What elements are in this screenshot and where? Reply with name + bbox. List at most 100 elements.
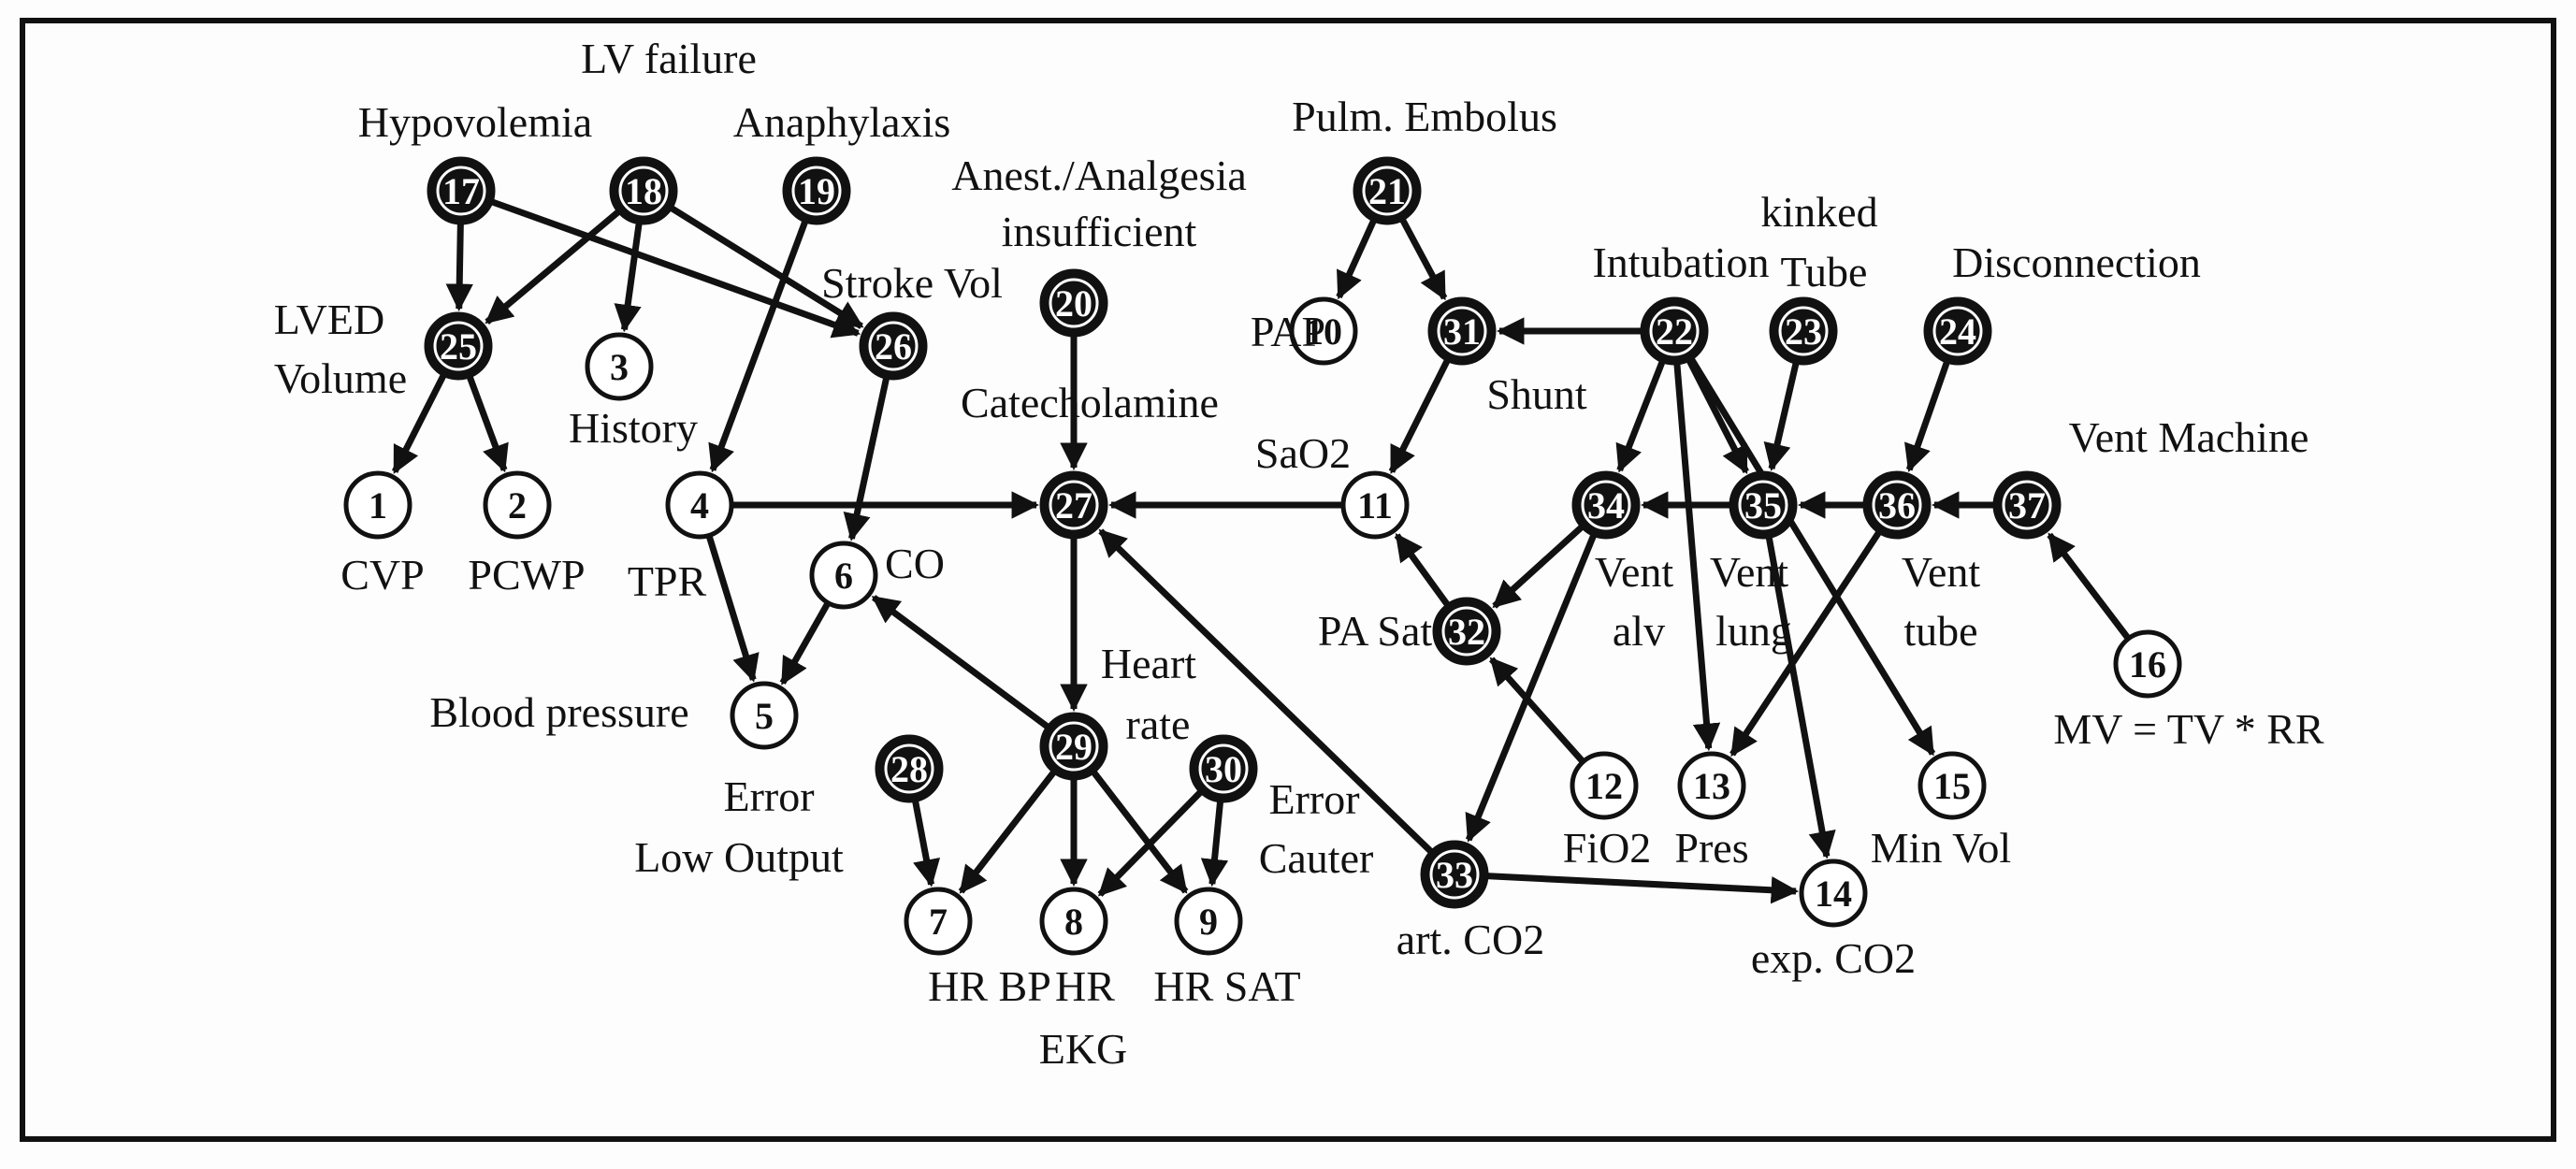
node-8-label: 8 <box>1064 901 1083 943</box>
node-35-label: 35 <box>1744 484 1782 527</box>
node-3: 3 <box>585 332 654 401</box>
node-13-label: 13 <box>1693 765 1730 807</box>
node-36-inner-ring <box>1872 480 1922 530</box>
node-5-label: 5 <box>755 695 774 737</box>
node-37-label: 37 <box>2008 484 2046 527</box>
node-28-inner-ring <box>884 743 934 794</box>
node-15-circle <box>1918 751 1987 820</box>
node-2-circle <box>483 470 552 540</box>
edge-33-27 <box>1098 528 1435 855</box>
node-23-inner-ring <box>1778 306 1829 356</box>
node-6: 6 <box>809 541 878 610</box>
edge-34-33 <box>1465 533 1598 843</box>
node-26-inner-ring <box>868 321 919 371</box>
node-10-label: 10 <box>1305 310 1342 353</box>
node-30-label: 30 <box>1205 748 1242 790</box>
edge-18-25 <box>485 209 622 325</box>
edge-36-13 <box>1729 529 1883 758</box>
caption-ekg: EKG <box>1039 1025 1128 1073</box>
node-32: 32 <box>1432 597 1501 666</box>
caption-shunt: Shunt <box>1486 370 1587 418</box>
edge-34-32 <box>1492 524 1585 609</box>
node-36: 36 <box>1862 470 1932 540</box>
node-37-inner-ring <box>2002 480 2052 530</box>
labels-layer: LV failure Hypovolemia Anaphylaxis Pulm.… <box>274 35 2324 1073</box>
caption-cauter: Cauter <box>1259 834 1374 882</box>
edge-32-11 <box>1394 532 1451 608</box>
node-20-inner-ring <box>1049 278 1099 328</box>
edge-26-6 <box>843 376 890 541</box>
node-29: 29 <box>1039 712 1108 781</box>
caption-anest-line2: insufficient <box>1002 208 1197 255</box>
edge-25-1 <box>391 372 447 474</box>
edge-4-5 <box>705 534 760 683</box>
node-18-inner-ring <box>618 166 669 216</box>
edge-30-8 <box>1097 788 1204 897</box>
node-17: 17 <box>427 156 496 225</box>
caption-vent-machine: Vent Machine <box>2069 413 2309 461</box>
edge-6-5 <box>779 600 832 686</box>
caption-tpr: TPR <box>628 557 707 605</box>
caption-hr-sat: HR SAT <box>1153 962 1300 1010</box>
node-12-label: 12 <box>1585 765 1623 807</box>
node-26: 26 <box>859 311 928 381</box>
node-36-label: 36 <box>1878 484 1916 527</box>
node-1: 1 <box>343 470 412 540</box>
node-28: 28 <box>875 734 944 803</box>
caption-rate: rate <box>1126 700 1191 748</box>
node-11-circle <box>1340 470 1410 540</box>
node-29-inner-ring <box>1049 721 1099 772</box>
node-17-label: 17 <box>442 170 480 212</box>
caption-anaphylaxis: Anaphylaxis <box>733 98 951 146</box>
edge-29-9 <box>1090 769 1189 894</box>
caption-tube-2: tube <box>1903 607 1977 655</box>
caption-disconnection: Disconnection <box>1952 238 2201 286</box>
node-22-inner-ring <box>1649 306 1700 356</box>
caption-co: CO <box>885 540 945 587</box>
node-14-circle <box>1799 859 1868 928</box>
caption-mv-formula: MV = TV * RR <box>2053 705 2324 753</box>
edge-25-2 <box>466 374 509 473</box>
node-1-circle <box>343 470 412 540</box>
edge-23-35 <box>1763 361 1800 471</box>
caption-hr: HR <box>1055 962 1115 1010</box>
node-14-label: 14 <box>1815 873 1852 915</box>
node-35-inner-ring <box>1738 480 1788 530</box>
caption-pa-sat: PA Sat <box>1318 607 1433 655</box>
node-17-inner-ring <box>436 166 486 216</box>
node-31-label: 31 <box>1443 310 1481 353</box>
node-6-label: 6 <box>834 555 853 597</box>
caption-kinked: kinked <box>1760 188 1877 236</box>
edge-35-14 <box>1765 535 1836 859</box>
node-7-label: 7 <box>929 901 948 943</box>
edge-17-25 <box>445 222 473 311</box>
node-25-inner-ring <box>433 321 484 371</box>
node-13-circle <box>1677 751 1746 820</box>
node-16-circle <box>2113 629 2182 699</box>
node-18-label: 18 <box>625 170 662 212</box>
node-9-circle <box>1174 887 1243 956</box>
node-3-label: 3 <box>610 346 629 388</box>
node-12: 12 <box>1570 751 1639 820</box>
node-21: 21 <box>1353 156 1422 225</box>
node-20-label: 20 <box>1055 282 1093 325</box>
edge-22-15 <box>1687 356 1936 757</box>
node-24-inner-ring <box>1932 306 1983 356</box>
node-24: 24 <box>1923 296 1992 366</box>
node-33: 33 <box>1420 840 1489 909</box>
edge-29-6 <box>871 595 1050 730</box>
edges-layer <box>391 198 2132 904</box>
caption-heart: Heart <box>1101 640 1196 687</box>
edge-24-36 <box>1904 359 1951 473</box>
node-4-circle <box>665 470 734 540</box>
node-3-circle <box>585 332 654 401</box>
node-8-circle <box>1039 887 1108 956</box>
edge-31-11 <box>1388 357 1451 474</box>
node-19: 19 <box>782 156 851 225</box>
node-32-label: 32 <box>1448 611 1485 653</box>
node-26-label: 26 <box>875 325 912 368</box>
node-2-label: 2 <box>508 484 527 527</box>
caption-pap: PAP <box>1251 308 1325 355</box>
